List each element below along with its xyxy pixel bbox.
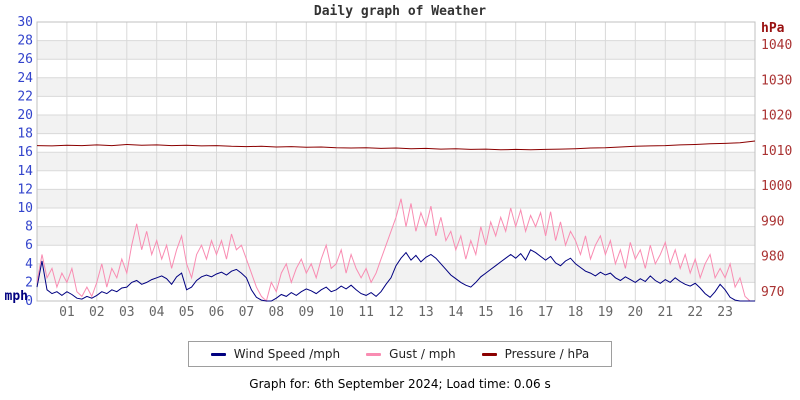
legend-swatch-pressure-hpa (481, 352, 497, 356)
x-tick-label: 04 (149, 305, 165, 320)
footer-text: Graph for: 6th September 2024; Load time… (249, 377, 551, 391)
y-right-tick-label: 980 (761, 250, 784, 265)
gust-mph-line (36, 198, 755, 302)
y-left-tick-label: 6 (25, 238, 33, 253)
y-left-tick-label: 18 (17, 127, 33, 142)
y-left-tick-label: 16 (17, 145, 33, 160)
x-tick-label: 16 (508, 305, 524, 320)
legend-row: Wind Speed /mph Gust / mph Pressure / hPa (0, 341, 800, 367)
y-left-tick-label: 30 (17, 15, 33, 30)
x-tick-label: 02 (89, 305, 105, 320)
y-left-tick-label: 28 (17, 34, 33, 49)
y-right-tick-label: 1040 (761, 38, 792, 53)
chart-title: Daily graph of Weather (313, 4, 487, 19)
legend-label: Pressure / hPa (504, 347, 590, 361)
x-tick-label: 07 (239, 305, 255, 320)
x-tick-label: 08 (268, 305, 284, 320)
legend-item-pressure-hpa: Pressure / hPa (481, 347, 590, 361)
y-left-tick-label: 4 (25, 257, 33, 272)
legend: Wind Speed /mph Gust / mph Pressure / hPa (187, 341, 613, 367)
x-tick-label: 11 (358, 305, 374, 320)
legend-item-wind-speed-mph: Wind Speed /mph (210, 347, 341, 361)
x-tick-label: 14 (448, 305, 464, 320)
chart-plot: 01 02 03 04 05 06 07 08 09 10 11 12 13 14 15 16 17 18 19 20… (5, 15, 793, 320)
y-left-tick-label: 10 (17, 201, 33, 216)
x-tick-label: 13 (418, 305, 434, 320)
y-left-tick-label: 24 (17, 71, 33, 86)
x-tick-label: 01 (59, 305, 75, 320)
y-left-axis-unit: mph (5, 289, 28, 304)
x-tick-label: 15 (478, 305, 494, 320)
y-right-tick-label: 1030 (761, 73, 792, 88)
x-tick-label: 21 (657, 305, 673, 320)
plot-border (36, 21, 756, 302)
x-tick-label: 23 (717, 305, 733, 320)
x-tick-label: 12 (388, 305, 404, 320)
x-tick-label: 03 (119, 305, 135, 320)
x-tick-label: 10 (328, 305, 344, 320)
y-right-tick-label: 1020 (761, 109, 792, 124)
y-left-tick-label: 2 (25, 275, 33, 290)
y-left-tick-label: 22 (17, 89, 33, 104)
legend-item-gust-mph: Gust / mph (366, 347, 456, 361)
y-left-tick-label: 12 (17, 182, 33, 197)
x-tick-label: 19 (598, 305, 614, 320)
x-tick-label: 06 (209, 305, 225, 320)
wind-speed-mph-line (36, 249, 755, 302)
y-left-tick-label: 14 (17, 164, 33, 179)
y-right-tick-label: 970 (761, 285, 784, 300)
x-tick-label: 18 (568, 305, 584, 320)
y-right-tick-label: 990 (761, 214, 784, 229)
y-right-axis-unit: hPa (761, 21, 785, 36)
x-tick-label: 05 (179, 305, 195, 320)
y-left-tick-label: 20 (17, 108, 33, 123)
y-left-tick-label: 26 (17, 52, 33, 67)
y-left-tick-label: 8 (25, 220, 33, 235)
x-tick-label: 20 (627, 305, 643, 320)
y-right-tick-label: 1010 (761, 144, 792, 159)
legend-swatch-gust-mph (366, 352, 382, 356)
legend-label: Wind Speed /mph (233, 347, 341, 361)
y-right-tick-label: 1000 (761, 179, 792, 194)
x-tick-label: 09 (298, 305, 314, 320)
pressure-hpa-line (36, 140, 756, 151)
x-tick-label: 17 (538, 305, 554, 320)
legend-swatch-wind-speed-mph (210, 352, 226, 356)
legend-label: Gust / mph (389, 347, 456, 361)
y-left-tick-label: 0 (25, 294, 33, 309)
x-tick-label: 22 (687, 305, 703, 320)
